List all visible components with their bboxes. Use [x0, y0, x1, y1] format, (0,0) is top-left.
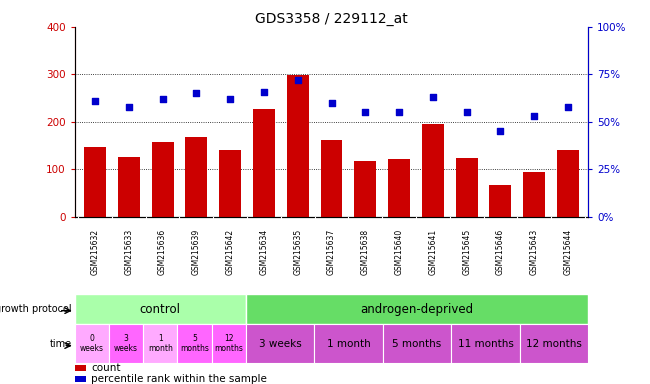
Bar: [315, 324, 383, 363]
Bar: [383, 324, 451, 363]
Text: 0
weeks: 0 weeks: [80, 334, 104, 353]
Text: 1
month: 1 month: [148, 334, 173, 353]
Text: GSM215637: GSM215637: [327, 228, 336, 275]
Text: GSM215634: GSM215634: [259, 228, 268, 275]
Point: [157, 96, 168, 102]
Text: 3
weeks: 3 weeks: [114, 334, 138, 353]
Text: GSM215632: GSM215632: [90, 228, 99, 275]
Bar: [185, 137, 207, 217]
Text: GSM215633: GSM215633: [124, 228, 133, 275]
Bar: [320, 140, 343, 217]
Bar: [75, 365, 86, 371]
Bar: [219, 151, 241, 217]
Text: 11 months: 11 months: [458, 339, 514, 349]
Bar: [523, 172, 545, 217]
Bar: [109, 324, 143, 363]
Text: GSM215635: GSM215635: [293, 228, 302, 275]
Bar: [75, 376, 86, 382]
Bar: [75, 324, 109, 363]
Bar: [212, 324, 246, 363]
Text: 1 month: 1 month: [327, 339, 370, 349]
Text: percentile rank within the sample: percentile rank within the sample: [91, 374, 267, 384]
Point: [360, 109, 370, 116]
Text: GSM215636: GSM215636: [158, 228, 167, 275]
Text: GSM215638: GSM215638: [361, 228, 370, 275]
Text: GSM215639: GSM215639: [192, 228, 201, 275]
Point: [191, 90, 202, 96]
Bar: [388, 159, 410, 217]
Bar: [143, 324, 177, 363]
Point: [428, 94, 438, 100]
Text: count: count: [91, 363, 120, 373]
Bar: [253, 109, 275, 217]
Point: [326, 100, 337, 106]
Text: 3 weeks: 3 weeks: [259, 339, 302, 349]
Text: GSM215641: GSM215641: [428, 228, 437, 275]
Bar: [354, 161, 376, 217]
Text: 12 months: 12 months: [526, 339, 582, 349]
Bar: [489, 185, 512, 217]
Text: GSM215644: GSM215644: [564, 228, 573, 275]
Text: time: time: [49, 339, 72, 349]
Bar: [557, 151, 579, 217]
Point: [529, 113, 539, 119]
Text: growth protocol: growth protocol: [0, 304, 72, 314]
Text: GSM215643: GSM215643: [530, 228, 539, 275]
Point: [225, 96, 235, 102]
Point: [495, 128, 506, 134]
Bar: [422, 124, 444, 217]
Text: GSM215646: GSM215646: [496, 228, 505, 275]
Bar: [451, 324, 520, 363]
Text: GSM215645: GSM215645: [462, 228, 471, 275]
Point: [124, 104, 134, 110]
Bar: [118, 157, 140, 217]
Bar: [287, 75, 309, 217]
Text: 5 months: 5 months: [393, 339, 442, 349]
Point: [259, 88, 269, 94]
Point: [90, 98, 100, 104]
Text: GSM215640: GSM215640: [395, 228, 404, 275]
Bar: [75, 294, 246, 324]
Point: [563, 104, 573, 110]
Title: GDS3358 / 229112_at: GDS3358 / 229112_at: [255, 12, 408, 26]
Text: GSM215642: GSM215642: [226, 228, 235, 275]
Bar: [151, 142, 174, 217]
Bar: [84, 147, 106, 217]
Text: 12
months: 12 months: [214, 334, 243, 353]
Text: 5
months: 5 months: [180, 334, 209, 353]
Point: [462, 109, 472, 116]
Bar: [246, 294, 588, 324]
Bar: [520, 324, 588, 363]
Text: control: control: [140, 303, 181, 316]
Text: androgen-deprived: androgen-deprived: [361, 303, 474, 316]
Bar: [246, 324, 315, 363]
Point: [394, 109, 404, 116]
Bar: [177, 324, 212, 363]
Point: [292, 77, 303, 83]
Bar: [456, 157, 478, 217]
